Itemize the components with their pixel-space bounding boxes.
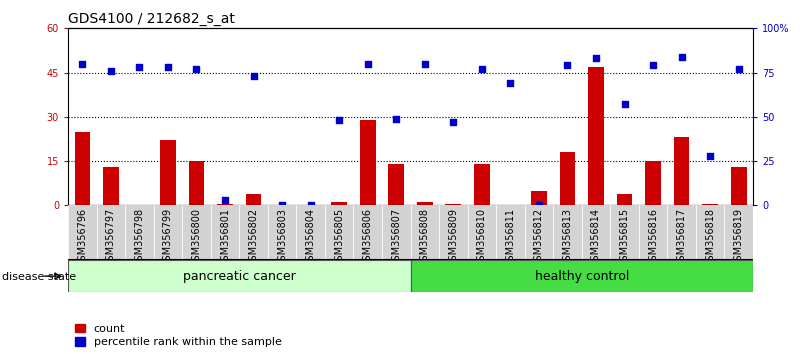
Point	[675, 54, 688, 59]
Point	[561, 63, 574, 68]
FancyBboxPatch shape	[439, 205, 468, 260]
Text: GSM356803: GSM356803	[277, 208, 287, 267]
Bar	[588, 67, 604, 205]
Bar	[74, 132, 91, 205]
Text: GSM356807: GSM356807	[391, 208, 401, 267]
FancyBboxPatch shape	[553, 205, 582, 260]
Point	[447, 119, 460, 125]
Point	[332, 118, 345, 123]
FancyBboxPatch shape	[353, 205, 382, 260]
Text: GSM356810: GSM356810	[477, 208, 487, 267]
FancyBboxPatch shape	[68, 260, 410, 292]
Point	[590, 56, 602, 61]
Text: GSM356801: GSM356801	[220, 208, 230, 267]
Point	[476, 66, 489, 72]
Bar	[246, 194, 261, 205]
Text: GSM356809: GSM356809	[449, 208, 458, 267]
Text: GSM356805: GSM356805	[334, 208, 344, 267]
Text: GSM356797: GSM356797	[106, 208, 116, 267]
Bar	[702, 204, 718, 205]
Bar	[646, 161, 661, 205]
Bar	[217, 204, 233, 205]
Bar	[189, 161, 204, 205]
FancyBboxPatch shape	[182, 205, 211, 260]
Text: GSM356811: GSM356811	[505, 208, 515, 267]
FancyBboxPatch shape	[610, 205, 638, 260]
Point	[361, 61, 374, 67]
Bar	[674, 137, 690, 205]
FancyBboxPatch shape	[68, 205, 97, 260]
FancyBboxPatch shape	[638, 205, 667, 260]
Text: GSM356816: GSM356816	[648, 208, 658, 267]
Point	[104, 68, 117, 74]
FancyBboxPatch shape	[410, 260, 753, 292]
Point	[76, 61, 89, 67]
FancyBboxPatch shape	[239, 205, 268, 260]
Text: GSM356815: GSM356815	[619, 208, 630, 267]
Bar	[445, 204, 461, 205]
Point	[276, 202, 288, 208]
Text: GSM356814: GSM356814	[591, 208, 601, 267]
Point	[504, 80, 517, 86]
FancyBboxPatch shape	[268, 205, 296, 260]
Legend: count, percentile rank within the sample: count, percentile rank within the sample	[70, 319, 286, 352]
Point	[162, 64, 175, 70]
Text: GSM356796: GSM356796	[78, 208, 87, 267]
Text: healthy control: healthy control	[534, 270, 629, 282]
Bar	[617, 194, 632, 205]
Point	[618, 102, 631, 107]
Text: pancreatic cancer: pancreatic cancer	[183, 270, 296, 282]
Bar	[731, 167, 747, 205]
Text: GSM356799: GSM356799	[163, 208, 173, 267]
Bar	[531, 190, 547, 205]
Point	[704, 153, 717, 159]
FancyBboxPatch shape	[468, 205, 496, 260]
Text: GSM356804: GSM356804	[306, 208, 316, 267]
Point	[732, 66, 745, 72]
FancyBboxPatch shape	[325, 205, 353, 260]
FancyBboxPatch shape	[496, 205, 525, 260]
Text: GSM356800: GSM356800	[191, 208, 202, 267]
Text: GDS4100 / 212682_s_at: GDS4100 / 212682_s_at	[68, 12, 235, 26]
Text: GSM356817: GSM356817	[677, 208, 686, 267]
Bar	[160, 141, 175, 205]
FancyBboxPatch shape	[125, 205, 154, 260]
FancyBboxPatch shape	[296, 205, 325, 260]
Point	[248, 73, 260, 79]
Point	[418, 61, 431, 67]
FancyBboxPatch shape	[696, 205, 724, 260]
Point	[390, 116, 403, 121]
FancyBboxPatch shape	[724, 205, 753, 260]
FancyBboxPatch shape	[97, 205, 125, 260]
Point	[133, 64, 146, 70]
Text: GSM356819: GSM356819	[734, 208, 743, 267]
Bar	[332, 202, 347, 205]
Text: disease state: disease state	[2, 272, 77, 282]
Bar	[360, 120, 376, 205]
Bar	[417, 202, 433, 205]
FancyBboxPatch shape	[211, 205, 239, 260]
FancyBboxPatch shape	[410, 205, 439, 260]
FancyBboxPatch shape	[582, 205, 610, 260]
Point	[304, 202, 317, 208]
Point	[646, 63, 659, 68]
Text: GSM356806: GSM356806	[363, 208, 372, 267]
Point	[533, 202, 545, 208]
Text: GSM356802: GSM356802	[248, 208, 259, 267]
Text: GSM356798: GSM356798	[135, 208, 144, 267]
FancyBboxPatch shape	[154, 205, 182, 260]
Text: GSM356813: GSM356813	[562, 208, 573, 267]
Text: GSM356818: GSM356818	[705, 208, 715, 267]
Text: GSM356812: GSM356812	[534, 208, 544, 267]
Bar	[103, 167, 119, 205]
FancyBboxPatch shape	[667, 205, 696, 260]
Bar	[474, 164, 489, 205]
Point	[219, 197, 231, 203]
FancyBboxPatch shape	[382, 205, 410, 260]
Bar	[388, 164, 404, 205]
Text: GSM356808: GSM356808	[420, 208, 430, 267]
Point	[190, 66, 203, 72]
FancyBboxPatch shape	[525, 205, 553, 260]
Bar	[560, 152, 575, 205]
